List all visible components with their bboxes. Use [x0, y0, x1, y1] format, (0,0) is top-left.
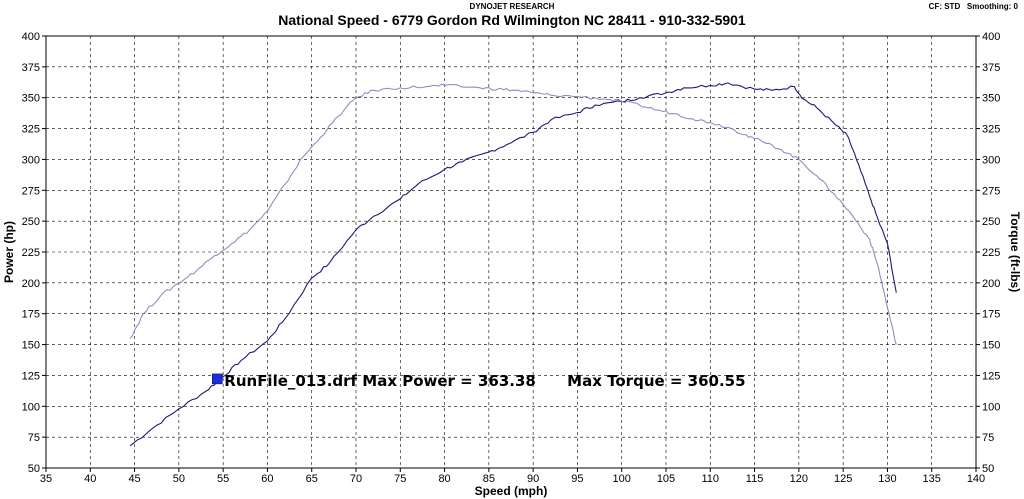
y-left-tick-label: 400 [22, 31, 40, 43]
y-left-tick-label: 125 [22, 370, 40, 382]
x-axis-label: Speed (mph) [475, 484, 548, 498]
y-axis-right-ticks: 50 75 100 125 150 175 200 225 250 275 300 325 350 375… [976, 31, 1000, 475]
x-tick-label: 130 [878, 473, 896, 485]
run-annotation: RunFile_013.drf Max Power = 363.38 Max T… [224, 372, 745, 390]
x-tick-label: 115 [746, 473, 764, 485]
brand-label: DYNOJET RESEARCH [470, 2, 555, 11]
x-tick-label: 45 [128, 473, 140, 485]
x-tick-label: 95 [571, 473, 583, 485]
settings-label: CF: STD Smoothing: 0 [929, 2, 1019, 11]
y-left-tick-label: 75 [28, 432, 40, 444]
x-tick-label: 105 [657, 473, 675, 485]
series-line-torque [129, 83, 897, 345]
y-right-tick-label: 200 [982, 278, 1000, 290]
y-left-tick-label: 175 [22, 309, 40, 321]
y-axis-left-label: Power (hp) [2, 221, 16, 283]
x-tick-label: 110 [702, 473, 720, 485]
y-right-tick-label: 125 [982, 370, 1000, 382]
y-right-tick-label: 250 [982, 216, 1000, 228]
y-right-tick-label: 175 [982, 309, 1000, 321]
y-left-tick-label: 375 [22, 62, 40, 74]
y-left-tick-label: 100 [22, 401, 40, 413]
x-tick-label: 70 [350, 473, 362, 485]
x-axis-ticks: 35 40 45 50 55 60 65 70 75 80 85 90 95 100 105 110 115 12… [40, 468, 985, 485]
y-axis-left-ticks: 50 75 100 125 150 175 200 225 250 275 300 325 350 375… [22, 31, 46, 475]
series-layer [129, 82, 897, 447]
chart-title: National Speed - 6779 Gordon Rd Wilmingt… [278, 12, 746, 28]
x-tick-label: 85 [483, 473, 495, 485]
x-tick-label: 125 [834, 473, 852, 485]
x-tick-label: 135 [923, 473, 941, 485]
x-tick-label: 80 [438, 473, 450, 485]
grid-lines [46, 36, 976, 468]
y-right-tick-label: 400 [982, 31, 1000, 43]
y-right-tick-label: 75 [982, 432, 994, 444]
y-right-tick-label: 300 [982, 154, 1000, 166]
y-left-tick-label: 275 [22, 185, 40, 197]
y-left-tick-label: 150 [22, 340, 40, 352]
y-right-tick-label: 225 [982, 247, 1000, 259]
x-tick-label: 35 [40, 473, 52, 485]
y-left-tick-label: 250 [22, 216, 40, 228]
x-tick-label: 40 [84, 473, 96, 485]
y-right-tick-label: 50 [982, 463, 994, 475]
y-right-tick-label: 325 [982, 124, 1000, 136]
x-tick-label: 50 [173, 473, 185, 485]
x-tick-label: 140 [967, 473, 985, 485]
y-right-tick-label: 350 [982, 93, 1000, 105]
y-left-tick-label: 350 [22, 93, 40, 105]
x-tick-label: 65 [306, 473, 318, 485]
x-tick-label: 55 [217, 473, 229, 485]
y-left-tick-label: 325 [22, 124, 40, 136]
series-line-power [129, 82, 897, 447]
y-axis-right-label: Torque (ft-lbs) [1008, 212, 1022, 292]
y-right-tick-label: 100 [982, 401, 1000, 413]
y-left-tick-label: 225 [22, 247, 40, 259]
y-right-tick-label: 150 [982, 340, 1000, 352]
x-tick-label: 75 [394, 473, 406, 485]
y-left-tick-label: 200 [22, 278, 40, 290]
x-tick-label: 100 [613, 473, 631, 485]
x-tick-label: 60 [261, 473, 273, 485]
y-right-tick-label: 275 [982, 185, 1000, 197]
x-tick-label: 120 [790, 473, 808, 485]
y-left-tick-label: 300 [22, 154, 40, 166]
y-right-tick-label: 375 [982, 62, 1000, 74]
run-marker [212, 373, 223, 385]
y-left-tick-label: 50 [28, 463, 40, 475]
x-tick-label: 90 [527, 473, 539, 485]
